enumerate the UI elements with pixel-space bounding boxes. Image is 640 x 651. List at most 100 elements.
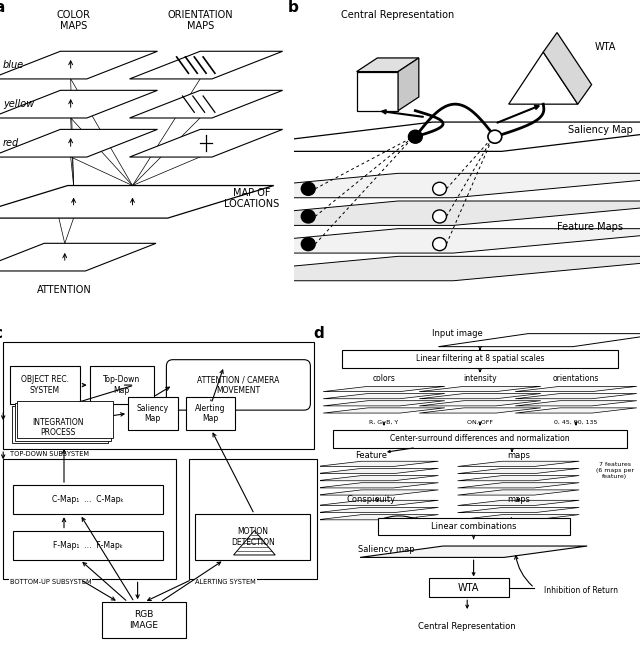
Text: b: b [287, 0, 298, 15]
Polygon shape [356, 72, 398, 111]
Polygon shape [458, 483, 579, 488]
Polygon shape [515, 386, 637, 392]
Text: RGB
IMAGE: RGB IMAGE [129, 611, 159, 630]
Text: WTA: WTA [595, 42, 616, 52]
Text: F-Map₁  …  F-Mapₖ: F-Map₁ … F-Mapₖ [53, 541, 123, 549]
Polygon shape [136, 229, 640, 253]
Bar [342, 350, 618, 368]
Bar [3, 342, 314, 449]
Text: Central Representation: Central Representation [419, 622, 516, 631]
Text: maps: maps [507, 450, 530, 460]
Polygon shape [509, 52, 578, 104]
Bar [90, 366, 154, 404]
Text: C-Map₁  …  C-Mapₖ: C-Map₁ … C-Mapₖ [52, 495, 124, 504]
Text: ATTENTION: ATTENTION [37, 284, 92, 295]
FancyBboxPatch shape [166, 359, 310, 410]
Text: Central Representation: Central Representation [342, 10, 454, 20]
Bar [3, 459, 176, 579]
Text: Saliency
Map: Saliency Map [137, 404, 169, 423]
Bar [13, 485, 163, 514]
Bar [15, 403, 111, 441]
Text: maps: maps [507, 495, 530, 504]
Polygon shape [323, 386, 445, 392]
Text: BOTTOM-UP SUBSYSTEM: BOTTOM-UP SUBSYSTEM [10, 579, 92, 585]
Polygon shape [515, 400, 637, 406]
Polygon shape [419, 408, 541, 413]
Circle shape [433, 182, 447, 195]
Text: Saliency map: Saliency map [358, 546, 415, 554]
Circle shape [433, 210, 447, 223]
Text: blue: blue [3, 60, 24, 70]
Text: Conspicuity: Conspicuity [347, 495, 396, 504]
Text: Feature Maps: Feature Maps [557, 222, 623, 232]
Polygon shape [398, 58, 419, 111]
Polygon shape [419, 393, 541, 398]
Polygon shape [419, 400, 541, 406]
Text: Linear filtering at 8 spatial scales: Linear filtering at 8 spatial scales [416, 354, 544, 363]
Bar [195, 514, 310, 560]
Bar [189, 459, 317, 579]
Polygon shape [438, 333, 640, 346]
Circle shape [488, 130, 502, 143]
Text: Top-Down
Map: Top-Down Map [103, 375, 140, 395]
Bar [10, 366, 80, 404]
Text: orientations: orientations [553, 374, 599, 383]
Polygon shape [0, 243, 156, 271]
Polygon shape [0, 130, 157, 157]
Polygon shape [0, 90, 157, 118]
Text: d: d [314, 326, 324, 340]
Text: Feature: Feature [355, 450, 387, 460]
Polygon shape [317, 514, 438, 519]
Polygon shape [360, 546, 588, 557]
Text: intensity: intensity [463, 374, 497, 383]
Text: ATTENTION / CAMERA
MOVEMENT: ATTENTION / CAMERA MOVEMENT [197, 375, 280, 395]
Text: Inhibition of Return: Inhibition of Return [544, 587, 618, 595]
Circle shape [301, 238, 315, 251]
Text: TOP-DOWN SUBSYSTEM: TOP-DOWN SUBSYSTEM [10, 450, 88, 457]
Bar [128, 397, 178, 430]
Text: WTA: WTA [458, 583, 479, 593]
Bar [12, 406, 108, 443]
Polygon shape [317, 500, 438, 505]
Polygon shape [0, 51, 157, 79]
Bar [429, 578, 509, 598]
Polygon shape [458, 469, 579, 474]
Polygon shape [515, 393, 637, 398]
Text: Center-surround differences and normalization: Center-surround differences and normaliz… [390, 434, 570, 443]
Polygon shape [543, 33, 591, 104]
Polygon shape [317, 490, 438, 495]
Polygon shape [129, 51, 283, 79]
Text: Linear combinations: Linear combinations [431, 522, 516, 531]
Polygon shape [515, 408, 637, 413]
Text: Input image: Input image [432, 329, 483, 338]
Text: a: a [0, 0, 4, 15]
Text: Saliency Map: Saliency Map [568, 125, 633, 135]
Polygon shape [458, 490, 579, 495]
Text: MAP OF
LOCATIONS: MAP OF LOCATIONS [224, 187, 279, 210]
Text: colors: colors [372, 374, 396, 383]
Polygon shape [136, 173, 640, 198]
Circle shape [301, 182, 315, 195]
Bar [13, 531, 163, 560]
Circle shape [301, 210, 315, 223]
Polygon shape [317, 508, 438, 513]
Text: Alerting
Map: Alerting Map [195, 404, 226, 423]
Polygon shape [129, 90, 283, 118]
Polygon shape [136, 256, 640, 281]
Polygon shape [356, 58, 419, 72]
Polygon shape [458, 461, 579, 466]
Polygon shape [317, 469, 438, 474]
Text: INTEGRATION
PROCESS: INTEGRATION PROCESS [32, 417, 83, 437]
Polygon shape [136, 201, 640, 225]
Polygon shape [458, 500, 579, 505]
Polygon shape [191, 122, 640, 152]
Bar [102, 602, 186, 638]
Text: ON, OFF: ON, OFF [467, 420, 493, 425]
Text: 0, 45, 90, 135: 0, 45, 90, 135 [554, 420, 598, 425]
Text: COLOR
MAPS: COLOR MAPS [56, 10, 91, 31]
Circle shape [408, 130, 422, 143]
Text: ALERTING SYSTEM: ALERTING SYSTEM [195, 579, 256, 585]
Polygon shape [419, 386, 541, 392]
Bar [17, 400, 113, 438]
Polygon shape [323, 408, 445, 413]
